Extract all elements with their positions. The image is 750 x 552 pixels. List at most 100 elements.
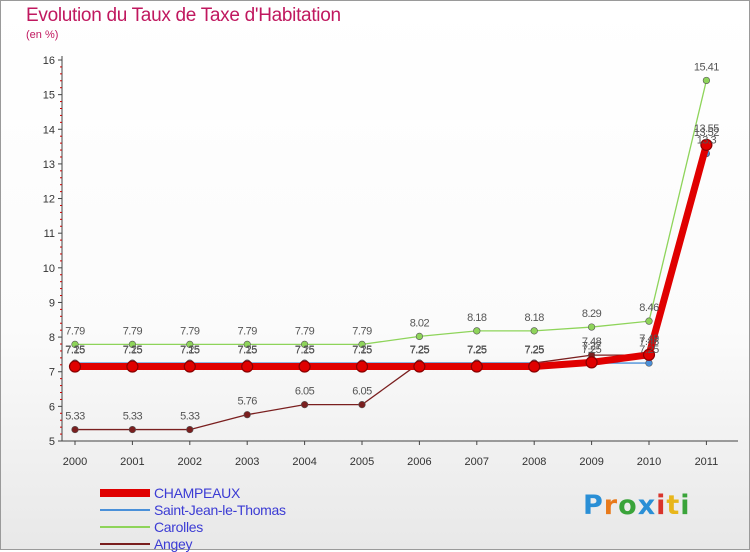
data-label: 7.79 [180,325,200,337]
data-label: 7.25 [639,344,659,356]
data-label: 8.02 [410,317,430,329]
data-label: 7.79 [295,325,315,337]
y-tick-label: 15 [43,90,55,102]
chart-title: Evolution du Taux de Taxe d'Habitation [26,5,341,26]
chart-unit-label: (en %) [26,29,59,41]
data-point [645,317,653,325]
legend-swatch [100,542,150,545]
data-label: 7.25 [65,344,85,356]
data-label: 7.15 [123,345,143,357]
x-tick-label: 2005 [350,456,374,468]
logo-letter: r [603,490,619,521]
data-point [298,360,311,373]
data-label: 7.25 [524,345,544,357]
legend-item: Carolles [100,518,286,535]
data-point [301,340,309,348]
series-line [75,143,710,371]
data-label: 5.33 [65,411,85,423]
legend-item: CHAMPEAUX [100,484,286,501]
data-label: 7.27 [582,340,602,352]
data-label: 13.3 [697,135,717,147]
data-point [128,340,136,348]
logo-letter: x [637,490,657,521]
data-label: 7.48 [582,336,602,348]
series-line [75,145,708,431]
data-point [68,360,82,373]
data-point [355,360,369,373]
data-label: 13.55 [694,123,719,135]
y-tick-label: 7 [49,367,55,379]
data-point [358,340,366,348]
series-line [75,80,708,346]
y-tick-label: 13 [43,159,55,171]
legend-swatch [100,525,150,528]
data-label: 7.25 [410,344,430,356]
data-label: 7.15 [65,345,85,357]
data-label: 6.05 [295,386,315,398]
legend-label: Carolles [154,518,203,535]
x-tick-label: 2011 [695,456,719,468]
data-label: 7.25 [123,344,143,356]
legend-label: Saint-Jean-le-Thomas [154,501,286,518]
legend-item: Angey [100,535,286,552]
data-point [183,360,196,373]
data-point [528,360,541,373]
y-tick-label: 5 [49,436,55,448]
data-point [241,360,254,373]
data-label: 7.15 [352,345,372,357]
data-point [243,411,251,419]
data-point [530,327,538,335]
data-label: 7.25 [467,344,487,356]
legend-label: CHAMPEAUX [154,484,240,501]
data-label: 5.76 [237,396,257,408]
y-tick-label: 11 [44,228,55,240]
data-label: 7.25 [410,345,430,357]
data-point [71,340,79,348]
data-label: 7.25 [524,344,544,356]
data-point [243,340,251,348]
y-tick-label: 12 [43,194,55,206]
logo-letter: P [583,490,604,521]
chart-legend: CHAMPEAUX Saint-Jean-le-Thomas Carolles Ang… [100,484,286,552]
y-tick-label: 14 [43,124,55,136]
data-label: 7.49 [639,333,659,345]
legend-swatch [100,488,150,497]
x-tick-label: 2001 [120,456,144,468]
data-point [301,401,309,409]
x-tick-label: 2003 [235,456,259,468]
data-point [470,360,483,373]
data-point [186,425,194,434]
data-label: 8.18 [467,312,487,324]
logo-letter: o [618,490,638,521]
data-label: 7.25 [295,344,315,356]
data-point [700,138,713,151]
data-label: 5.33 [180,411,200,423]
logo-letter: i [680,490,691,521]
y-tick-label: 6 [49,401,55,413]
data-label: 7.79 [237,325,257,337]
x-tick-label: 2006 [407,456,431,468]
data-label: 7.25 [524,344,544,356]
x-tick-label: 2008 [522,456,546,468]
data-point [415,332,424,340]
data-point [128,425,136,434]
series-line [75,153,708,364]
y-tick-label: 16 [43,55,55,67]
data-label: 8.46 [639,302,659,314]
data-point [413,360,426,373]
data-label: 7.25 [237,344,257,356]
data-label: 15.41 [694,61,719,73]
data-label: 6.05 [352,386,372,398]
legend-swatch [100,508,150,511]
x-tick-label: 2002 [178,456,202,468]
data-label: 7.25 [180,344,200,356]
data-label: 7.25 [410,344,430,356]
logo-letter: t [666,490,681,521]
data-label: 7.15 [295,345,315,357]
y-tick-label: 8 [49,332,55,344]
proxiti-logo: Proxiti [583,490,691,521]
y-tick-label: 10 [43,263,55,275]
legend-label: Angey [154,535,193,552]
